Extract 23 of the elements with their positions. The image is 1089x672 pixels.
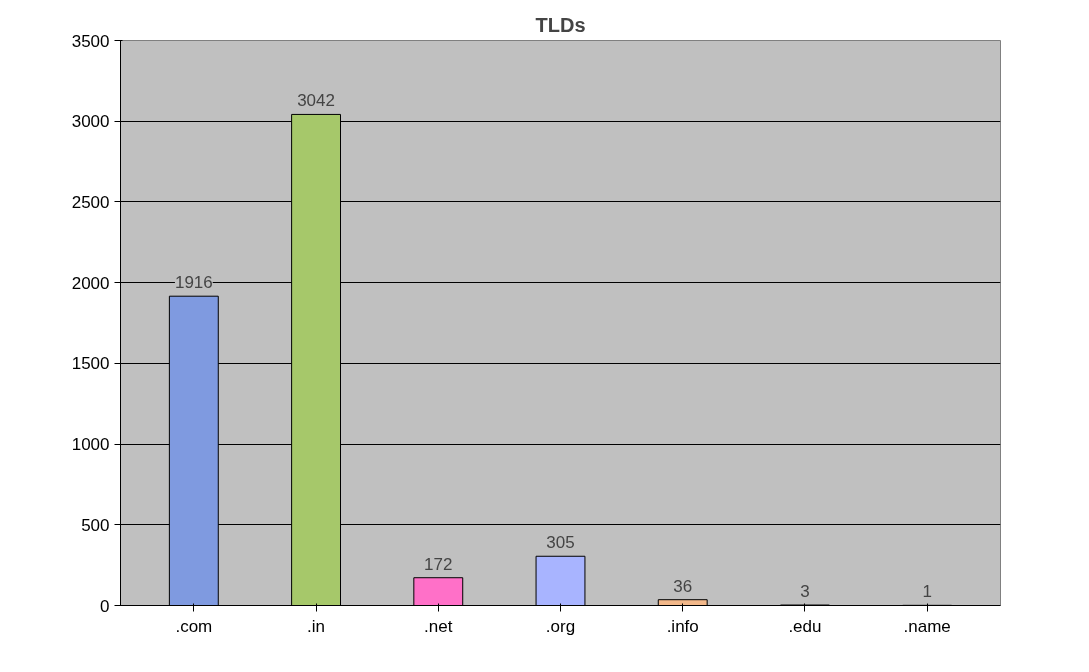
data-label: 3042 <box>297 91 335 111</box>
x-tick-label: .edu <box>788 616 822 636</box>
data-label: 305 <box>546 533 575 553</box>
y-tick-label: 2500 <box>71 192 110 212</box>
y-tick-label: 1000 <box>71 435 110 455</box>
y-tick-label: 0 <box>100 596 110 616</box>
x-tick-label: .org <box>545 616 576 636</box>
y-tick-label: 3500 <box>71 31 110 51</box>
data-label: 1916 <box>174 273 213 293</box>
chart-title: TLDs <box>535 13 586 36</box>
x-tick-label: .name <box>903 616 951 636</box>
x-tick-label: .info <box>666 616 699 636</box>
x-tick-label: .net <box>424 616 453 636</box>
y-tick-label: 3000 <box>71 112 110 132</box>
y-tick-label: 1500 <box>71 354 110 374</box>
y-tick-label: 500 <box>81 515 110 535</box>
x-tick-label: .com <box>175 616 213 636</box>
x-tick-label: .in <box>307 616 326 636</box>
data-label: 36 <box>673 576 693 596</box>
y-tick-label: 2000 <box>71 273 110 293</box>
data-label: 172 <box>424 554 453 574</box>
data-label: 3 <box>800 582 810 602</box>
data-label: 1 <box>922 582 932 602</box>
